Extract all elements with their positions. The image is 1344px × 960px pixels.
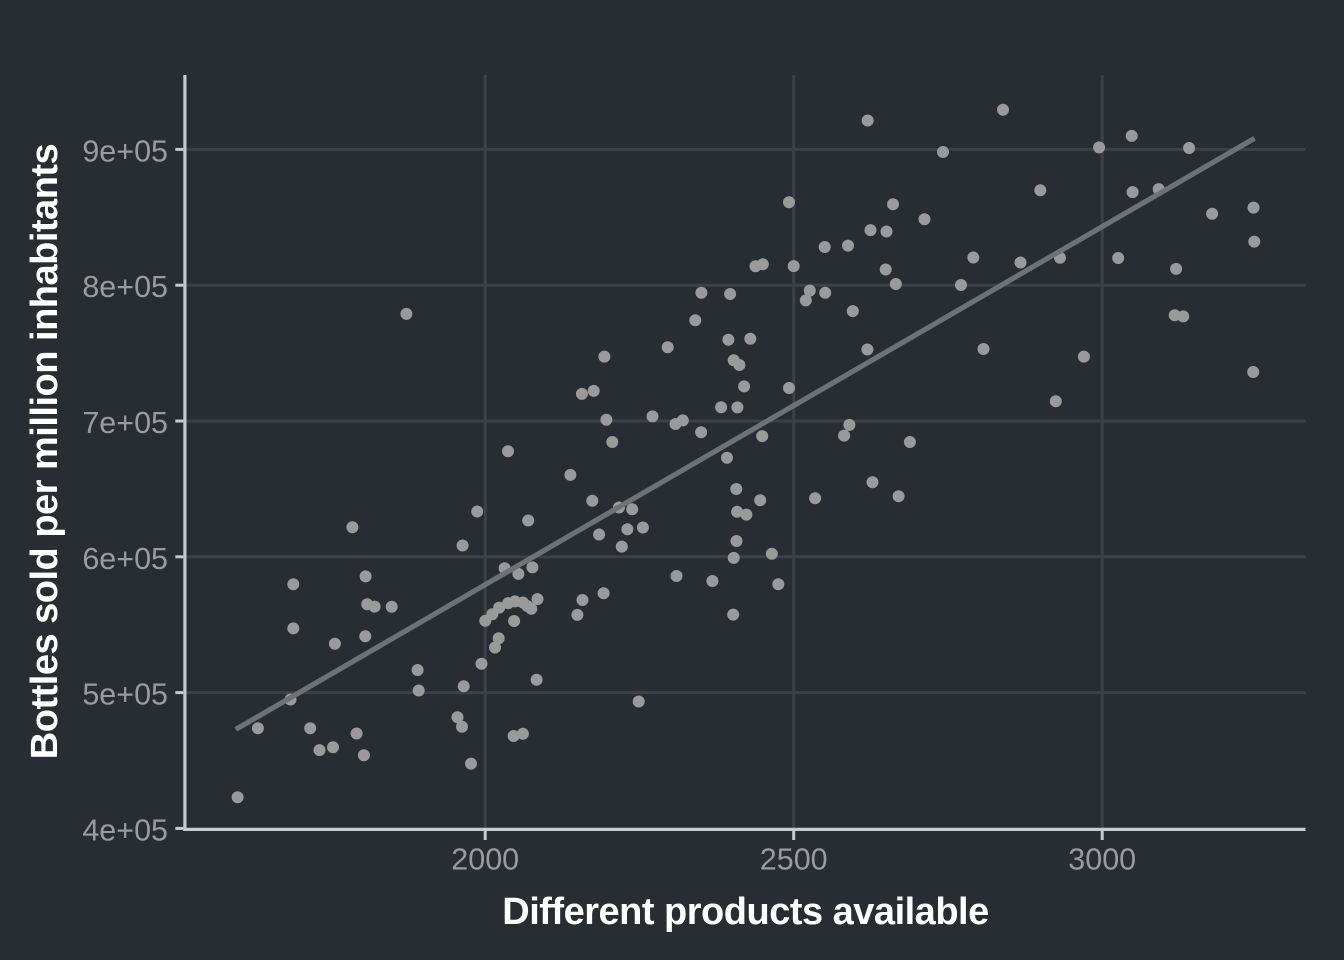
svg-text:7e+05: 7e+05 [82,406,168,440]
svg-text:6e+05: 6e+05 [82,542,168,576]
svg-text:8e+05: 8e+05 [82,270,168,304]
svg-text:Different products available: Different products available [502,891,988,933]
svg-text:2500: 2500 [760,843,828,877]
svg-text:2000: 2000 [451,843,519,877]
svg-text:Bottles sold per million inhab: Bottles sold per million inhabitants [24,144,66,759]
svg-text:9e+05: 9e+05 [82,134,168,168]
svg-text:5e+05: 5e+05 [82,678,168,712]
svg-text:4e+05: 4e+05 [82,813,168,847]
svg-text:3000: 3000 [1068,843,1136,877]
